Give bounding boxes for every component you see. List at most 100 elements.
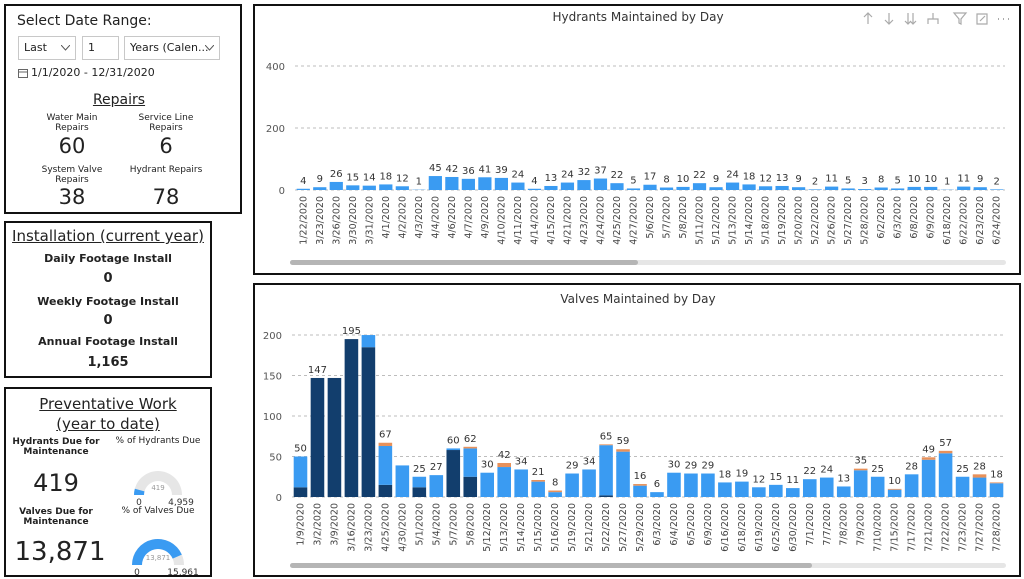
data-label: 25 (871, 464, 884, 475)
bar (643, 184, 657, 190)
bar (346, 185, 360, 190)
data-label: 34 (583, 456, 596, 467)
x-tick-label: 5/28/2020 (860, 196, 871, 245)
x-tick-label: 6/5/2020 (686, 503, 697, 546)
x-tick-label: 5/12/2020 (711, 196, 722, 245)
preventative-panel: Preventative Work (year to date) Hydrant… (4, 387, 212, 577)
data-label: 26 (330, 169, 343, 180)
period-dropdown[interactable]: Last (18, 36, 76, 60)
data-label: 24 (512, 170, 525, 181)
bar-segment (616, 451, 630, 497)
bar-segment (769, 484, 783, 497)
bar (527, 188, 542, 190)
x-tick-label: 3/16/2020 (346, 503, 357, 552)
bar (445, 176, 459, 190)
bar-segment (395, 465, 410, 497)
x-tick-label: 3/31/2020 (364, 196, 375, 245)
x-tick-label: 6/4/2020 (669, 503, 680, 546)
bar-segment (972, 474, 987, 478)
x-tick-label: 5/13/2020 (728, 196, 739, 245)
drill-up-icon[interactable] (863, 12, 873, 24)
data-label: 59 (617, 436, 630, 447)
y-tick-label: 400 (266, 62, 285, 73)
x-tick-label: 7/8/2020 (839, 503, 850, 546)
data-label: 11 (786, 475, 799, 486)
data-label: 42 (498, 450, 511, 461)
x-tick-label: 6/18/2020 (737, 503, 748, 552)
installation-panel: Installation (current year) Daily Footag… (4, 221, 212, 378)
x-tick-label: 4/7/2020 (463, 196, 474, 239)
bar-segment (582, 469, 596, 497)
bar-segment (446, 450, 461, 497)
data-label: 19 (736, 469, 749, 480)
gauge-min: 0 (134, 568, 140, 575)
bar-segment (633, 484, 647, 486)
x-tick-label: 5/1/2020 (414, 503, 425, 546)
x-tick-label: 3/2/2020 (312, 503, 323, 546)
x-tick-label: 5/19/2020 (567, 503, 578, 552)
bar (610, 183, 624, 190)
bar-segment (718, 482, 732, 497)
bar (379, 184, 393, 190)
x-tick-label: 6/23/2020 (975, 196, 986, 245)
data-label: 13 (776, 173, 789, 184)
bar-segment (514, 469, 528, 497)
x-tick-label: 4/14/2020 (529, 196, 540, 245)
bar-segment (989, 482, 1004, 484)
filter-icon[interactable] (952, 12, 968, 25)
hierarchy-icon[interactable] (927, 13, 939, 24)
scrollbar-thumb[interactable] (290, 260, 638, 265)
bar (990, 189, 1004, 190)
kpi-value: 38 (58, 185, 86, 209)
bar (825, 186, 839, 190)
bar-segment (701, 473, 715, 497)
x-tick-label: 4/10/2020 (496, 196, 507, 245)
data-label: 4 (531, 176, 537, 187)
bar (659, 187, 674, 190)
gauge-value-label: 419 (151, 484, 164, 492)
data-label: 10 (908, 174, 921, 185)
count-input[interactable]: 1 (82, 36, 119, 60)
gauge-value (134, 488, 145, 495)
bar-segment (887, 489, 902, 497)
data-label: 15 (769, 472, 782, 483)
x-tick-label: 4/25/2020 (380, 503, 391, 552)
bar (874, 187, 888, 190)
data-label: 17 (644, 172, 657, 183)
kpi-label: Annual Footage Install (38, 335, 178, 348)
data-label: 8 (663, 175, 669, 186)
bar-segment (548, 490, 562, 493)
scrollbar-thumb[interactable] (290, 563, 812, 568)
data-label: 2 (812, 176, 818, 187)
drill-down-icon[interactable] (884, 13, 894, 25)
bar-segment (480, 472, 495, 497)
x-tick-label: 5/21/2020 (584, 503, 595, 552)
data-label: 4 (300, 176, 306, 187)
bar-segment (463, 446, 478, 449)
data-label: 13 (545, 173, 558, 184)
section-title: (year to date) (56, 415, 160, 433)
expand-level-icon[interactable] (904, 13, 917, 25)
bar-segment (836, 486, 851, 497)
bar-segment (412, 476, 427, 488)
bar-segment (938, 450, 953, 454)
x-tick-label: 6/8/2020 (909, 196, 920, 239)
x-tick-label: 7/10/2020 (873, 503, 884, 552)
y-tick-label: 200 (266, 124, 285, 135)
y-tick-label: 0 (276, 493, 282, 504)
data-label: 9 (977, 174, 983, 185)
data-label: 5 (630, 175, 636, 186)
data-label: 1 (416, 177, 422, 188)
data-label: 39 (495, 165, 508, 176)
kpi-label: Hydrants Due for Maintenance (12, 437, 100, 457)
bar-segment (684, 473, 698, 497)
unit-dropdown[interactable]: Years (Calen... (124, 36, 220, 60)
x-tick-label: 7/15/2020 (890, 503, 901, 552)
x-tick-label: 5/15/2020 (533, 503, 544, 552)
x-tick-label: 5/22/2020 (810, 196, 821, 245)
y-tick-label: 150 (263, 372, 282, 383)
x-tick-label: 6/22/2020 (959, 196, 970, 245)
focus-mode-icon[interactable] (976, 13, 988, 25)
bar-segment (650, 492, 664, 497)
bar-segment (548, 492, 562, 497)
